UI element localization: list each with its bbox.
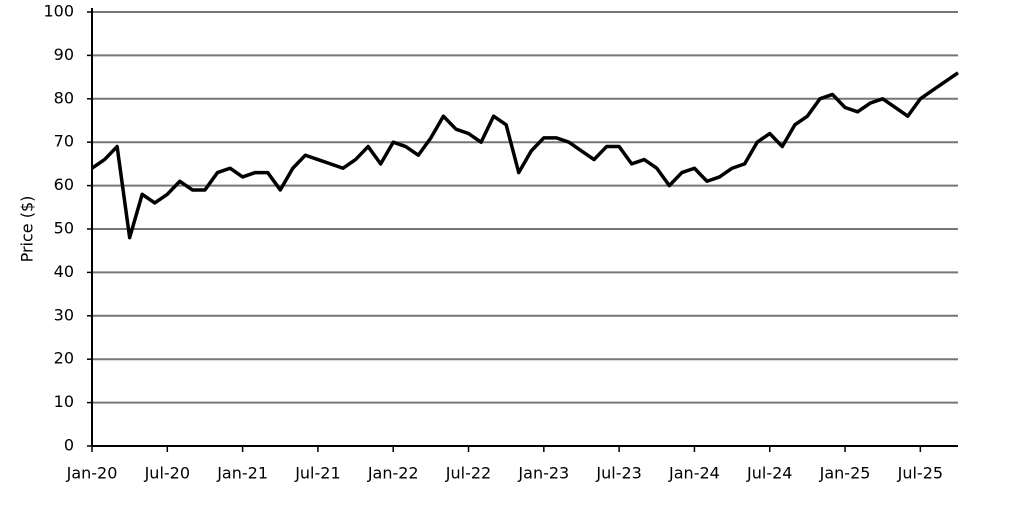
- x-tick-label: Jul-22: [445, 464, 491, 483]
- y-tick-label: 20: [54, 349, 74, 368]
- x-tick-label: Jan-25: [819, 464, 871, 483]
- y-tick-label: 60: [54, 175, 74, 194]
- x-tick-label: Jan-23: [517, 464, 569, 483]
- x-tick-label: Jan-21: [216, 464, 268, 483]
- price-line: [91, 71, 959, 240]
- x-tick-label: Jul-20: [144, 464, 190, 483]
- x-tick-label: Jan-22: [367, 464, 419, 483]
- x-tick-label: Jan-24: [668, 464, 720, 483]
- y-tick-label: 0: [64, 436, 74, 455]
- y-tick-label: 40: [54, 262, 74, 281]
- x-tick-label: Jul-21: [294, 464, 340, 483]
- y-axis-label: Price ($): [18, 196, 37, 263]
- y-tick-label: 90: [54, 45, 74, 64]
- y-tick-label: 70: [54, 132, 74, 151]
- y-tick-label: 100: [43, 2, 74, 21]
- y-tick-label: 30: [54, 305, 74, 324]
- y-tick-label: 10: [54, 392, 74, 411]
- x-tick-label: Jul-25: [897, 464, 943, 483]
- x-tick-label: Jul-23: [595, 464, 641, 483]
- x-tick-label: Jan-20: [66, 464, 118, 483]
- y-tick-label: 50: [54, 219, 74, 238]
- y-tick-label: 80: [54, 88, 74, 107]
- x-tick-label: Jul-24: [746, 464, 792, 483]
